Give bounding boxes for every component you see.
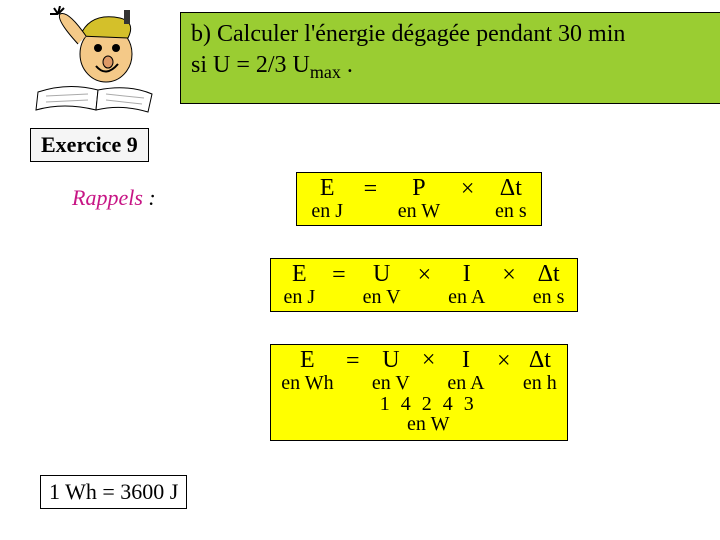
cartoon-icon <box>28 6 158 116</box>
f3-I: I <box>462 348 470 373</box>
f1-E-unit: en J <box>311 201 343 222</box>
rappels-label: Rappels : <box>72 185 156 211</box>
f3-U: U <box>382 348 399 373</box>
rappels-text: Rappels <box>72 185 143 210</box>
question-sub: max <box>310 62 341 82</box>
question-box: b) Calculer l'énergie dégagée pendant 30… <box>180 12 720 104</box>
f2-E-unit: en J <box>283 287 315 308</box>
formula-2: Een J = Uen V × Ien A × Δten s <box>270 258 578 312</box>
f3-x1: × <box>418 348 440 372</box>
f2-U-unit: en V <box>363 287 401 308</box>
f3-E-unit: en Wh <box>281 373 333 394</box>
f2-E: E <box>292 262 307 287</box>
f2-U: U <box>373 262 390 287</box>
f3-W: en W <box>407 414 449 434</box>
rappels-colon: : <box>143 185 156 210</box>
f2-dt-unit: en s <box>533 287 565 308</box>
f1-dt-unit: en s <box>495 201 527 222</box>
f3-dt: Δt <box>529 348 551 373</box>
f1-E: E <box>320 176 335 201</box>
question-line1: b) Calculer l'énergie dégagée pendant 30… <box>191 21 625 47</box>
f1-P-unit: en W <box>398 201 440 222</box>
f1-times: × <box>457 176 479 203</box>
f3-UI-group: Uen V × Ien A 1 4 2 4 3 en W <box>372 348 485 434</box>
formula-1: Een J = Pen W × Δten s <box>296 172 542 226</box>
exercise-label: Exercice 9 <box>30 128 149 162</box>
f2-x2: × <box>498 262 520 289</box>
question-line2-post: . <box>341 52 353 78</box>
f2-x1: × <box>414 262 436 289</box>
f3-eq: = <box>342 348 364 375</box>
f2-dt: Δt <box>538 262 560 287</box>
f3-I-unit: en A <box>447 373 484 394</box>
f2-eq: = <box>328 262 350 289</box>
f2-I: I <box>463 262 471 287</box>
f2-I-unit: en A <box>448 287 485 308</box>
f1-eq: = <box>360 176 382 203</box>
f1-dt: Δt <box>500 176 522 201</box>
question-line2-pre: si U = 2/3 U <box>191 52 310 78</box>
conversion-box: 1 Wh = 3600 J <box>40 475 187 509</box>
f3-U-unit: en V <box>372 373 410 394</box>
f3-x2: × <box>493 348 515 375</box>
formula-3: Een Wh = Uen V × Ien A 1 4 2 4 3 en W × … <box>270 344 568 441</box>
f3-E: E <box>300 348 315 373</box>
f1-P: P <box>412 176 425 201</box>
f3-dt-unit: en h <box>523 373 557 394</box>
f3-brace: 1 4 2 4 3 <box>380 394 477 414</box>
